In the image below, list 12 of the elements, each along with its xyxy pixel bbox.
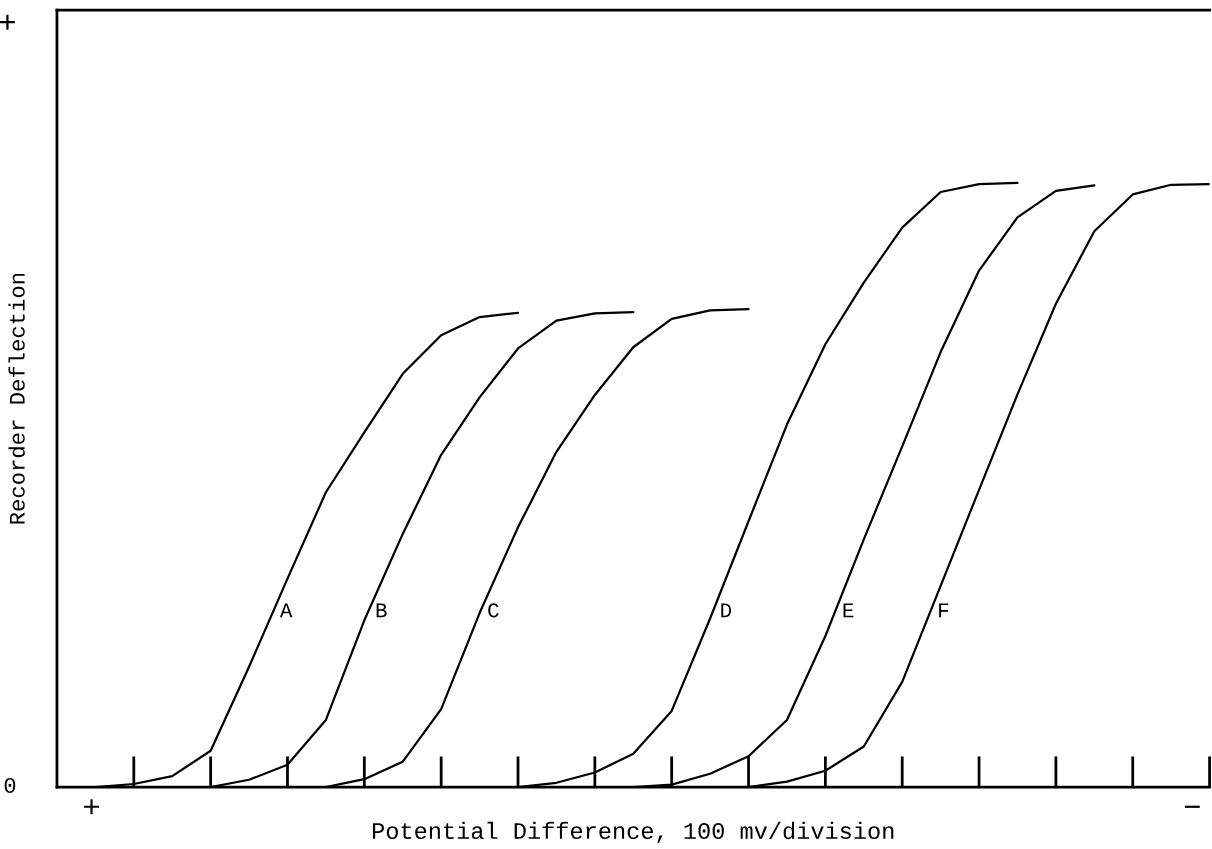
series-label: C (488, 603, 499, 618)
series-label: D (721, 603, 732, 618)
x-axis-title: Potential Difference, 100 mv/division (372, 821, 894, 844)
series-label: E (843, 603, 854, 618)
series-label: B (376, 603, 387, 618)
series-label: A (279, 603, 293, 618)
text: + (84, 799, 99, 815)
series-label: F (939, 603, 949, 618)
text: − (1184, 805, 1200, 808)
text: + (0, 14, 15, 30)
y-axis-title: Recorder Deflection (8, 273, 25, 524)
text: 0 (4, 777, 16, 793)
